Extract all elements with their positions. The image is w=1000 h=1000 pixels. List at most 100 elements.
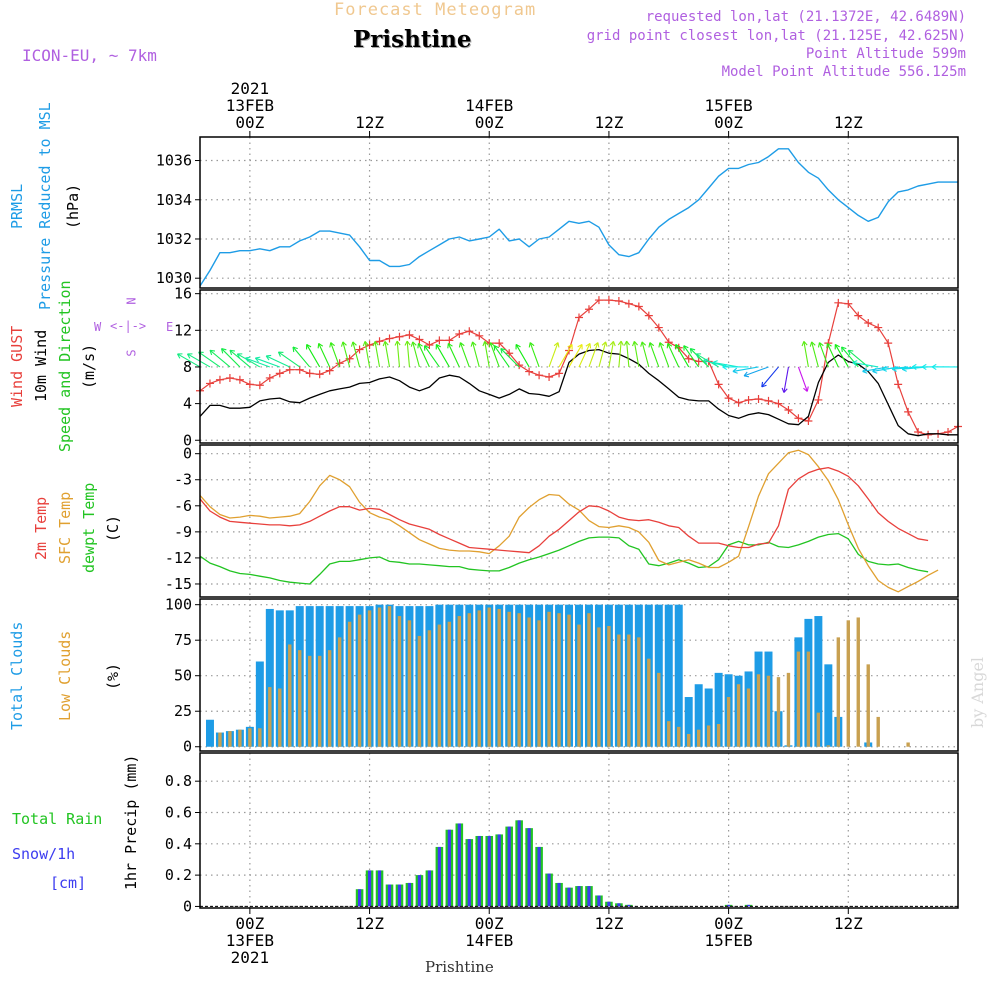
wind-direction-arrow [761, 366, 779, 388]
gust-marker [784, 406, 793, 415]
temp-2m-line [199, 466, 929, 554]
wind-direction-arrowhead [801, 340, 808, 347]
wind-direction-arrowhead [640, 341, 647, 347]
low-cloud-bar [906, 742, 910, 747]
ytick-label-temp: -9 [174, 523, 192, 541]
model-label: ICON-EU, ~ 7km [22, 46, 157, 65]
wind-direction-arrowhead [410, 341, 417, 347]
gust-marker [365, 340, 374, 349]
top-time-label: 00Z [235, 113, 264, 132]
pressure-label-line: PRMSL [8, 183, 26, 229]
wind-direction-arrow [237, 353, 261, 368]
low-cloud-bar [706, 725, 711, 747]
wind-direction-arrow [618, 341, 622, 368]
snow-bar [547, 873, 551, 907]
pressure-label-line: Pressure Reduced to MSL [36, 102, 54, 310]
low-cloud-bar [816, 712, 821, 747]
wind-direction-arrow [364, 341, 371, 368]
low-cloud-bar [577, 624, 581, 747]
wind-direction-arrow [588, 342, 599, 368]
wind-direction-arrowhead [372, 340, 379, 347]
gust-marker [914, 428, 923, 437]
low-cloud-bar [836, 637, 841, 747]
snow-bar [427, 870, 431, 907]
wind-direction-arrowhead [417, 342, 423, 349]
snow-bar [367, 870, 372, 907]
wind-direction-arrow [177, 353, 201, 368]
snow-bar [627, 904, 631, 907]
clouds-label-line: (%) [104, 662, 122, 690]
wind-direction-arrow [797, 366, 808, 392]
wind-direction-arrow [743, 366, 769, 377]
panel-frame-precip [199, 752, 959, 909]
ytick-label-pressure: 1032 [156, 230, 192, 248]
gust-marker [515, 361, 524, 370]
wind-direction-arrow [265, 355, 290, 368]
wind-direction-arrowhead [703, 358, 709, 365]
wind-direction-arrow [424, 345, 440, 368]
low-cloud-bar [367, 610, 372, 747]
wind-compass-legend: N W E S <-|-> [92, 292, 176, 358]
wind-direction-arrowhead [553, 342, 560, 348]
wind-direction-arrowhead [632, 340, 639, 347]
precip-ylabel: 1hr Precip (mm) [122, 754, 140, 890]
wind-direction-arrow [484, 341, 490, 368]
gust-marker [325, 366, 334, 375]
low-cloud-bar [726, 697, 731, 747]
gust-marker [644, 311, 653, 320]
wind-direction-arrowhead [306, 343, 312, 350]
total-cloud-bar [205, 719, 214, 747]
wind-direction-arrow [352, 341, 361, 368]
wind-direction-arrow [803, 341, 809, 368]
wind-direction-arrowhead [891, 365, 897, 372]
low-cloud-bar [218, 732, 222, 747]
low-cloud-bar [856, 617, 860, 747]
low-cloud-bar [756, 674, 761, 747]
snow-bar [567, 887, 571, 907]
wind-direction-arrowhead [921, 363, 927, 371]
top-time-label: 12Z [594, 113, 623, 132]
snow-bar [537, 846, 541, 907]
temp-label-line: 2m Temp [32, 496, 50, 560]
point-altitude: Point Altitude 599m [805, 46, 966, 62]
gust-marker [425, 340, 434, 349]
low-cloud-bar [876, 716, 880, 747]
pressure-line [199, 148, 958, 287]
low-cloud-bar [387, 606, 392, 747]
wind-direction-arrow [255, 357, 280, 368]
wind-direction-arrowhead [404, 340, 411, 346]
wind-direction-arrowhead [394, 340, 401, 346]
low-cloud-bar [647, 658, 651, 747]
ytick-label-wind: 0 [183, 431, 192, 449]
data-layer [177, 148, 962, 907]
wind-direction-arrowhead [447, 342, 453, 349]
ytick-label-temp: -3 [174, 471, 192, 489]
total-cloud-bar [255, 661, 264, 747]
wind-direction-arrow [834, 344, 849, 368]
wind-direction-arrow [447, 343, 460, 368]
gust-marker [385, 334, 394, 343]
gust-marker [764, 396, 773, 405]
gust-marker [415, 335, 424, 344]
snow-bar [387, 884, 392, 907]
wind-direction-arrowhead [712, 360, 718, 367]
wind-direction-arrow [342, 341, 351, 368]
low-cloud-bar [477, 610, 481, 747]
snow-bar [417, 875, 422, 907]
wind-direction-arrowhead [648, 342, 655, 348]
compass-west-label: W [94, 320, 102, 334]
snow-bar [447, 829, 451, 907]
low-cloud-bar [248, 728, 252, 747]
low-cloud-bar [736, 684, 741, 747]
wind-direction-arrow [641, 341, 650, 368]
wind-direction-arrow [187, 353, 211, 368]
low-cloud-bar [298, 650, 302, 747]
wind-direction-arrowhead [781, 387, 788, 393]
gust-marker [445, 336, 454, 345]
snow-bar [557, 882, 561, 907]
top-time-label: 00Z [475, 113, 504, 132]
grid-layer [200, 137, 958, 908]
wind-direction-arrow [472, 341, 480, 368]
gust-marker [844, 299, 853, 308]
wind-direction-arrow [667, 343, 680, 368]
